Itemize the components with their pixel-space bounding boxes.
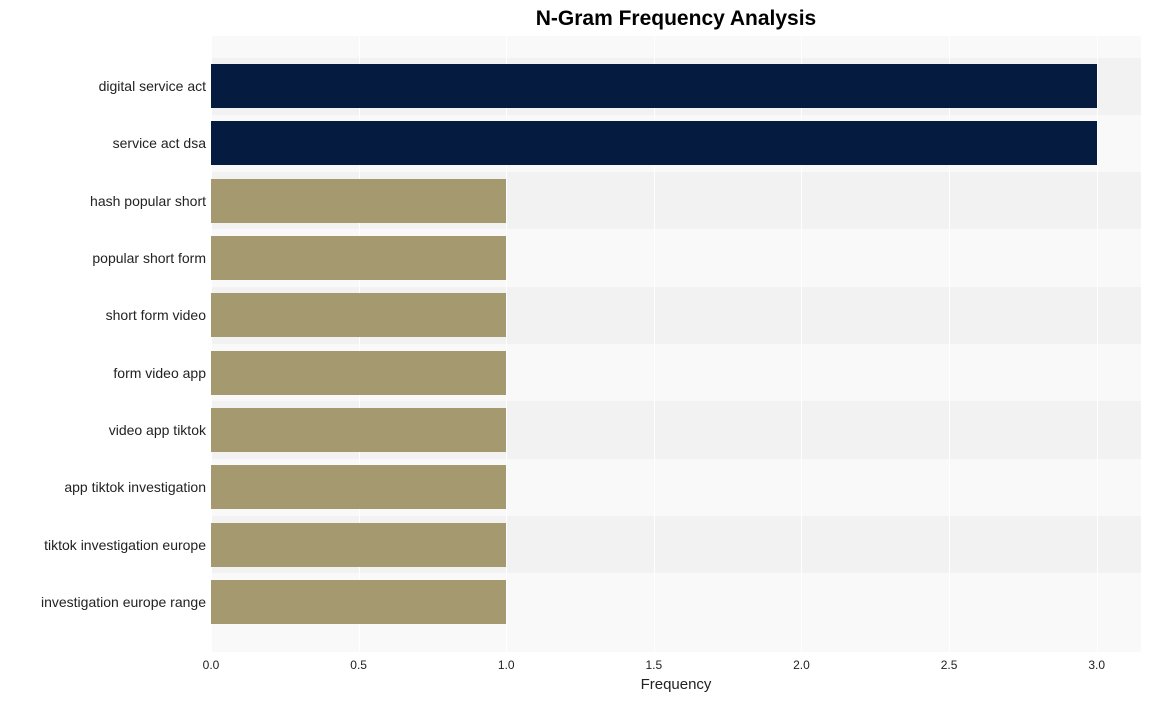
bar (211, 351, 506, 395)
x-tick-label: 1.0 (498, 658, 515, 672)
bar (211, 236, 506, 280)
bar (211, 121, 1097, 165)
chart-title: N-Gram Frequency Analysis (211, 7, 1141, 31)
bar (211, 179, 506, 223)
y-tick-label: video app tiktok (109, 422, 206, 438)
gridline (1097, 36, 1098, 652)
x-tick-label: 3.0 (1088, 658, 1105, 672)
y-tick-label: service act dsa (113, 135, 206, 151)
bar (211, 408, 506, 452)
y-tick-label: app tiktok investigation (64, 479, 206, 495)
y-tick-label: form video app (113, 365, 206, 381)
y-tick-label: popular short form (92, 250, 206, 266)
bar (211, 580, 506, 624)
x-axis-label: Frequency (211, 676, 1141, 693)
x-tick-label: 1.5 (646, 658, 663, 672)
bar (211, 64, 1097, 108)
ngram-chart: N-Gram Frequency Analysis Frequency digi… (0, 0, 1151, 701)
bar (211, 293, 506, 337)
plot-area (211, 36, 1141, 652)
bar (211, 465, 506, 509)
x-tick-label: 0.0 (203, 658, 220, 672)
x-tick-label: 2.0 (793, 658, 810, 672)
x-tick-label: 0.5 (350, 658, 367, 672)
y-tick-label: digital service act (99, 78, 206, 94)
y-tick-label: investigation europe range (41, 594, 206, 610)
y-tick-label: tiktok investigation europe (44, 537, 206, 553)
y-tick-label: hash popular short (90, 193, 206, 209)
y-tick-label: short form video (106, 307, 206, 323)
x-tick-label: 2.5 (941, 658, 958, 672)
bar (211, 523, 506, 567)
